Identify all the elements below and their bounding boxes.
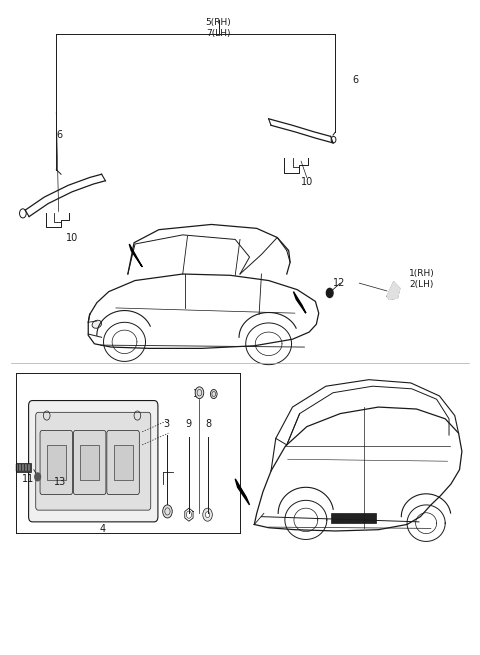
Polygon shape [293,291,306,313]
Text: 1(RH)
2(LH): 1(RH) 2(LH) [409,269,435,289]
Text: 11: 11 [22,474,34,484]
Bar [16,464,18,471]
FancyBboxPatch shape [36,412,151,510]
Polygon shape [387,282,400,299]
Circle shape [210,390,217,399]
Polygon shape [235,479,250,505]
Text: 3: 3 [163,419,169,428]
Text: 13: 13 [53,477,66,487]
FancyBboxPatch shape [29,401,158,522]
Text: 12: 12 [333,278,345,288]
Text: 14: 14 [193,389,205,400]
Text: 10: 10 [66,233,78,243]
Bar [47,445,66,480]
Bar [80,445,99,480]
Text: 8: 8 [205,419,211,428]
Bar [22,464,24,471]
Ellipse shape [92,320,102,328]
Text: 10: 10 [300,178,313,187]
FancyBboxPatch shape [73,430,106,495]
FancyBboxPatch shape [107,430,139,495]
Bar [16,463,31,472]
Text: 5(RH)
7(LH): 5(RH) 7(LH) [205,18,231,38]
Circle shape [326,288,333,297]
Circle shape [203,508,212,521]
Text: 9: 9 [186,419,192,428]
Bar [331,514,376,523]
Circle shape [163,505,172,518]
Circle shape [35,473,40,481]
Bar [19,464,21,471]
Circle shape [195,387,204,399]
Circle shape [205,512,210,517]
Text: 6: 6 [56,130,62,140]
FancyBboxPatch shape [40,430,72,495]
Text: 4: 4 [99,524,106,534]
Bar [25,464,27,471]
Bar [28,464,30,471]
Text: 6: 6 [352,75,358,84]
Bar [114,445,132,480]
Polygon shape [129,244,142,267]
